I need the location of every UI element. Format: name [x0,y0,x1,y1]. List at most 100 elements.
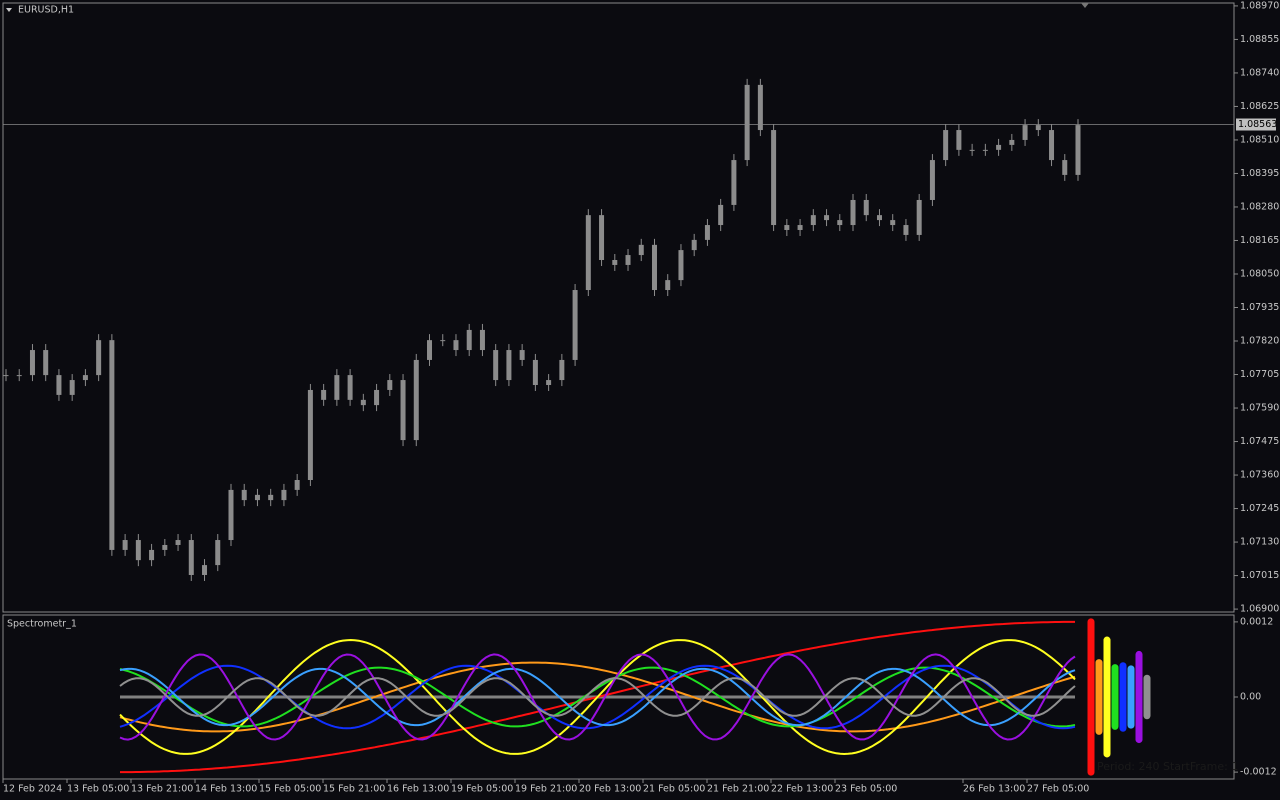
candle-body [969,149,975,151]
candle-body [453,340,459,351]
candle-body [585,215,591,291]
candle-body [929,160,935,200]
candle-body [307,389,313,481]
candle-body [956,130,962,150]
candle-body [638,244,644,256]
time-tick-label: 13 Feb 21:00 [131,784,193,795]
price-tick-label: 1.08740 [1240,67,1279,78]
time-tick-label: 27 Feb 05:00 [1027,784,1089,795]
time-tick-label: 23 Feb 05:00 [835,784,897,795]
candle-body [427,340,433,360]
price-tick-label: 1.07245 [1240,503,1279,514]
candle-body [824,215,830,221]
candle-body [546,380,552,386]
price-tick-label: 1.07015 [1240,570,1279,581]
time-tick-label: 22 Feb 13:00 [771,784,833,795]
candle-body [122,540,128,550]
candle-body [16,375,22,377]
time-tick-label: 13 Feb 05:00 [67,784,129,795]
time-tick-label: 19 Feb 05:00 [451,784,513,795]
spectral-wave [119,653,1076,741]
candle-body [268,494,274,501]
price-tick-label: 1.07590 [1240,403,1279,414]
main-chart-frame [2,2,1235,613]
candle-body [175,540,181,545]
candle-body [479,329,485,351]
candle-body [321,389,327,400]
chart-shift-marker[interactable] [1081,3,1089,8]
time-tick-label: 16 Feb 13:00 [387,784,449,795]
candle-body [784,225,790,230]
time-tick-label: 21 Feb 05:00 [643,784,705,795]
indicator-tick-label: 0.00 [1240,692,1261,703]
candle-body [43,350,49,376]
candle-body [903,225,909,235]
candle-body [916,199,922,235]
candle-body [1035,125,1041,131]
candle-body [29,350,35,376]
candle-body [890,220,896,226]
candle-body [625,255,631,265]
candle-body [850,199,856,226]
candle-body [69,380,75,395]
candle-body [96,340,102,376]
candle-body [400,380,406,441]
spectral-wave [119,667,1076,727]
time-tick-label: 20 Feb 13:00 [579,784,641,795]
candle-body [149,549,155,561]
price-tick-label: 1.08395 [1240,168,1279,179]
candle-body [876,215,882,221]
indicator-tick-label: 0.0012 [1240,616,1273,627]
candle-body [3,375,9,377]
candle-body [519,350,525,360]
price-tick-label: 1.08280 [1240,201,1279,212]
candle-body [334,375,340,400]
candle-body [440,340,446,342]
spectral-wave [119,661,1076,733]
indicator-name: Spectrometr_1 [7,619,77,630]
candle-body [215,540,221,566]
price-tick-label: 1.07820 [1240,336,1279,347]
candle-body [506,350,512,381]
candle-body [718,204,724,226]
candle-body [162,544,168,550]
symbol-menu-arrow[interactable] [6,8,12,12]
candle-body [810,215,816,226]
price-tick-label: 1.08510 [1240,134,1279,145]
candle-body [56,375,62,395]
indicator-tick-label: -0.0012 [1240,767,1277,778]
candle-body [996,144,1002,150]
candle-body [982,149,988,151]
candle-body [744,84,750,161]
candle-body [228,489,234,541]
candle-body [612,260,618,265]
candle-body [1009,139,1015,145]
candle-body [241,489,247,501]
candle-body [281,489,287,501]
time-tick-label: 15 Feb 05:00 [259,784,321,795]
candle-body [466,329,472,351]
candle-body [599,215,605,261]
candle-body [757,84,763,131]
candle-body [387,380,393,390]
candle-body [188,540,194,575]
price-tick-label: 1.08970 [1240,0,1279,11]
current-price-box [1236,118,1276,131]
candle-body [559,359,565,381]
candle-body [374,389,380,406]
current-price-label: 1.08563 [1238,119,1277,130]
time-tick-label: 21 Feb 21:00 [707,784,769,795]
symbol-label: EURUSD,H1 [18,5,74,16]
price-tick-label: 1.08050 [1240,268,1279,279]
candle-body [572,290,578,360]
price-tick-label: 1.07475 [1240,436,1279,447]
candle-body [109,340,115,550]
candle-body [651,244,657,291]
candle-body [135,540,141,561]
candle-body [797,225,803,230]
price-tick-label: 1.07705 [1240,369,1279,380]
candle-body [1075,125,1081,175]
candle-body [691,239,697,251]
